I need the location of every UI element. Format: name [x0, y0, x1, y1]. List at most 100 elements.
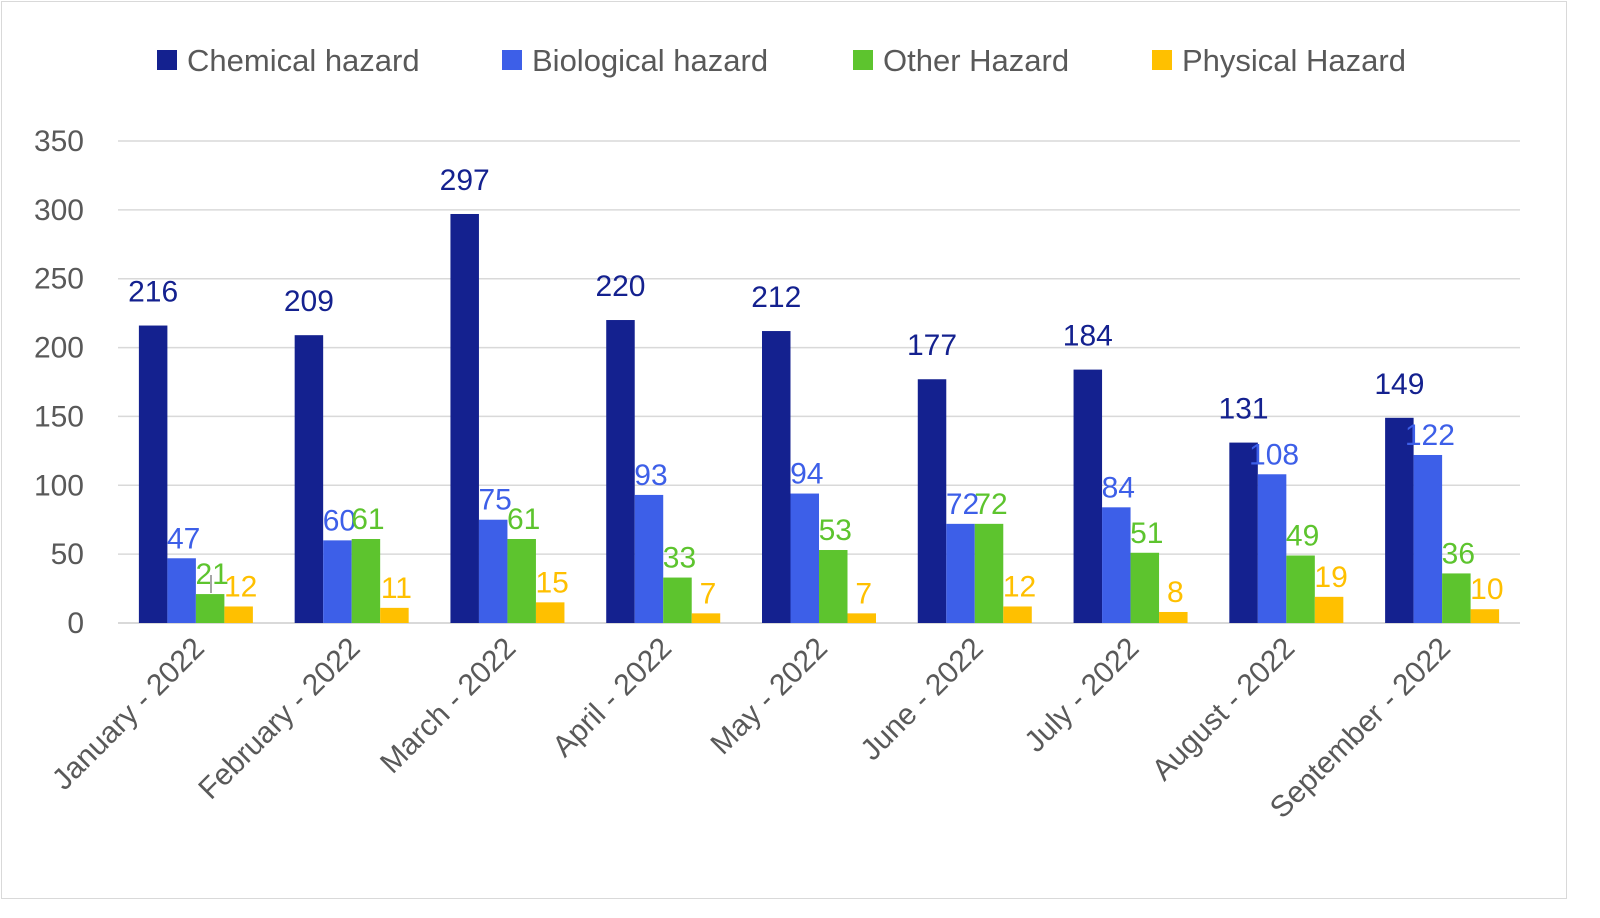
data-label: 94 [790, 458, 823, 491]
data-label: 36 [1442, 537, 1475, 570]
data-label: 131 [1219, 393, 1269, 426]
y-tick-label: 150 [34, 400, 84, 433]
bar [351, 538, 381, 623]
bar [1442, 573, 1471, 623]
legend-label: Chemical hazard [187, 43, 420, 78]
bar [691, 613, 721, 623]
data-label: 177 [907, 329, 957, 362]
x-tick-label: February - 2022 [192, 632, 366, 806]
y-tick-label: 50 [51, 538, 84, 571]
x-tick-label: January - 2022 [46, 632, 211, 797]
bar [1286, 555, 1315, 623]
bar [1470, 609, 1500, 623]
bar [224, 606, 253, 623]
data-label: 220 [595, 270, 645, 303]
data-label: 75 [479, 484, 512, 517]
data-label: 7 [855, 577, 872, 610]
data-label: 149 [1374, 368, 1424, 401]
bar [1413, 454, 1443, 623]
legend-swatch [1152, 50, 1172, 70]
data-label: 122 [1405, 419, 1455, 452]
y-tick-label: 300 [34, 194, 84, 227]
data-label: 212 [751, 281, 801, 314]
data-label: 21 [195, 558, 228, 591]
data-label: 15 [536, 566, 569, 599]
legend-swatch [157, 50, 177, 70]
bar [1130, 552, 1160, 623]
bar [450, 213, 479, 623]
data-label: 10 [1470, 573, 1503, 606]
legend-label: Physical Hazard [1182, 43, 1406, 78]
y-tick-label: 200 [34, 332, 84, 365]
data-label: 209 [284, 285, 334, 318]
data-labels: 2164721122096061112977561152209333721294… [128, 164, 1503, 610]
data-label: 61 [351, 503, 384, 536]
data-label: 19 [1314, 561, 1347, 594]
bar [946, 523, 975, 623]
bar [294, 335, 324, 623]
bar [819, 550, 848, 623]
data-label: 93 [634, 459, 667, 492]
y-tick-label: 100 [34, 469, 84, 502]
bar [634, 494, 664, 623]
legend-item: Chemical hazard [157, 43, 420, 78]
legend-label: Biological hazard [532, 43, 768, 78]
bar [1257, 474, 1287, 623]
data-label: 53 [819, 514, 852, 547]
data-label: 60 [323, 504, 356, 537]
x-tick-label: July - 2022 [1018, 632, 1145, 759]
bar [380, 607, 409, 623]
y-tick-label: 350 [34, 125, 84, 158]
bar [917, 379, 947, 623]
x-tick-label: June - 2022 [854, 632, 989, 767]
legend-item: Other Hazard [853, 43, 1069, 78]
legend: Chemical hazard Biological hazard Other Ha… [157, 43, 1406, 78]
legend-item: Biological hazard [502, 43, 768, 78]
bar [847, 613, 876, 623]
data-label: 297 [440, 164, 490, 197]
x-tick-label: March - 2022 [374, 632, 522, 780]
bar [1003, 606, 1032, 623]
bar [606, 320, 635, 623]
data-label: 72 [946, 488, 979, 521]
bar [167, 558, 196, 623]
data-label: 72 [974, 488, 1007, 521]
bar [974, 523, 1004, 623]
data-label: 184 [1063, 320, 1113, 353]
bar [1314, 596, 1344, 623]
data-label: 51 [1130, 517, 1163, 550]
bar [535, 602, 565, 623]
bar [663, 577, 692, 623]
bar [1102, 507, 1131, 623]
data-label: 8 [1167, 576, 1184, 609]
data-label: 12 [1003, 570, 1036, 603]
bar [195, 594, 225, 623]
bars [138, 213, 1500, 623]
y-tick-label: 0 [67, 607, 84, 640]
data-label: 108 [1249, 438, 1299, 471]
data-label: 11 [381, 572, 412, 605]
bar [762, 331, 791, 623]
bar [1073, 369, 1103, 623]
x-tick-label: May - 2022 [704, 632, 833, 761]
bar [1385, 417, 1414, 623]
data-label: 47 [167, 522, 200, 555]
bar [478, 519, 508, 623]
legend-label: Other Hazard [883, 43, 1069, 78]
data-label: 33 [663, 542, 696, 575]
legend-swatch [502, 50, 522, 70]
data-label: 84 [1102, 471, 1135, 504]
data-label: 61 [507, 503, 540, 536]
legend-item: Physical Hazard [1152, 43, 1406, 78]
bar [507, 538, 536, 623]
data-label: 216 [128, 276, 178, 309]
y-tick-label: 250 [34, 263, 84, 296]
legend-swatch [853, 50, 873, 70]
y-axis: 0 50 100 150 200 250 300 350 [34, 125, 84, 640]
bar [1229, 442, 1258, 623]
data-label: 7 [700, 577, 717, 610]
bar [323, 540, 352, 623]
x-tick-label: April - 2022 [546, 632, 678, 764]
